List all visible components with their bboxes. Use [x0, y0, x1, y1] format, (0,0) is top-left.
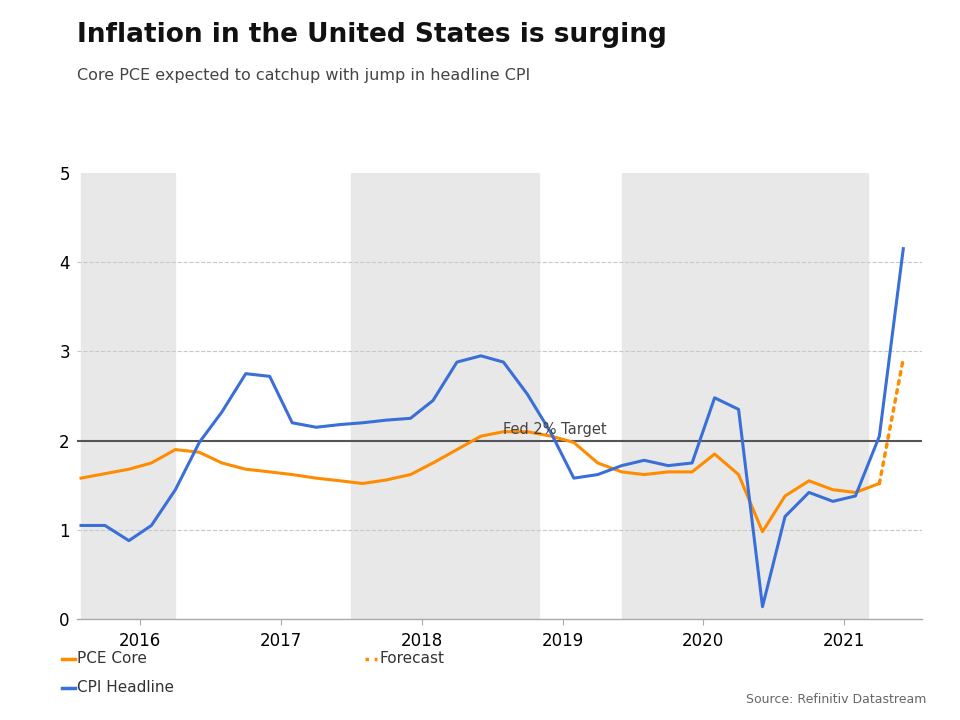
- Text: CPI Headline: CPI Headline: [77, 680, 174, 695]
- Bar: [351, 173, 539, 619]
- Bar: [81, 173, 176, 619]
- Text: Fed 2% Target: Fed 2% Target: [503, 423, 607, 437]
- Text: Forecast: Forecast: [379, 652, 444, 666]
- Text: PCE Core: PCE Core: [77, 652, 147, 666]
- Text: Source: Refinitiv Datastream: Source: Refinitiv Datastream: [746, 693, 926, 706]
- Bar: [622, 173, 868, 619]
- Text: Core PCE expected to catchup with jump in headline CPI: Core PCE expected to catchup with jump i…: [77, 68, 530, 84]
- Text: Inflation in the United States is surging: Inflation in the United States is surgin…: [77, 22, 666, 48]
